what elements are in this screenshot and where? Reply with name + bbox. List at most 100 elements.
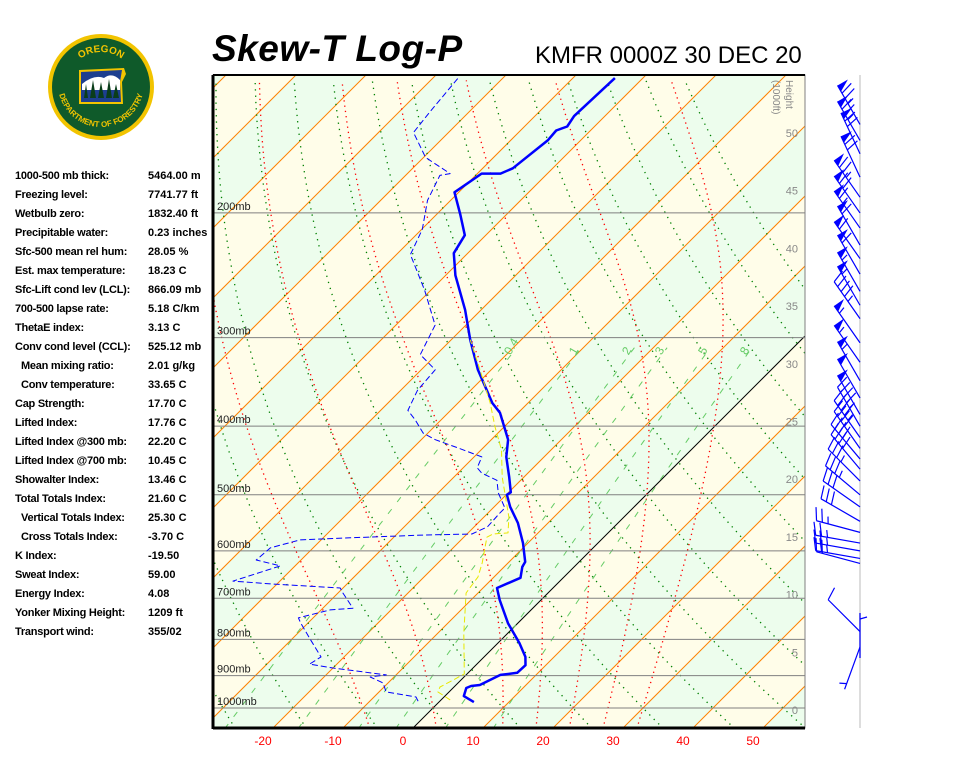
wind-barb-staff: [827, 448, 861, 482]
stat-row: 700-500 lapse rate: 5.18 C/km: [15, 302, 211, 321]
wind-barb-pennant: [837, 246, 848, 259]
wind-barb-staff: [836, 386, 861, 427]
wind-barb-staff: [833, 411, 861, 449]
stat-label: Conv temperature:: [21, 379, 115, 391]
wind-barb-pennant: [834, 318, 844, 332]
wind-barb: [833, 270, 861, 319]
temperature-tick-label: -10: [324, 734, 342, 748]
stat-value: 4.08: [148, 588, 170, 600]
wind-barb-feather: [842, 436, 851, 449]
stat-row: Conv cond level (CCL): 525.12 mb: [15, 340, 211, 359]
stat-row: Energy Index: 4.08: [15, 587, 211, 606]
wind-barb-feather: [829, 456, 836, 470]
isotherm: [622, 545, 805, 728]
stat-row: Sfc-Lift cond lev (LCL): 866.09 mb: [15, 283, 211, 302]
temperature-tick-label: -20: [254, 734, 272, 748]
height-tick-label: 25: [786, 417, 798, 429]
wind-barb-staff: [833, 190, 861, 229]
wind-barb-feather: [841, 232, 852, 244]
wind-barb-feather: [844, 285, 854, 297]
wind-barb-staff: [836, 375, 861, 415]
zero-isotherm: [412, 335, 805, 728]
height-tick-label: 0: [792, 705, 798, 717]
wind-barb-feather: [833, 270, 844, 283]
wind-barb-feather: [825, 488, 830, 502]
pressure-label: 300mb: [217, 326, 251, 338]
pressure-label: 700mb: [217, 586, 251, 598]
stat-value: 7741.77 ft: [148, 189, 199, 201]
wind-barb-pennant: [837, 79, 848, 92]
wind-barb-feather: [838, 217, 849, 230]
wind-barb-staff: [833, 221, 861, 259]
stat-value: 5464.00 m: [148, 170, 201, 182]
wind-barb-half-feather: [838, 307, 845, 314]
moist-adiabat: [396, 80, 544, 728]
height-tick-label: 10: [786, 590, 798, 602]
wind-barb: [822, 467, 861, 508]
isotherm: [552, 475, 805, 728]
wind-barb-feather: [827, 436, 836, 450]
height-tick-label: 5: [792, 647, 798, 659]
wind-barb-feather: [813, 537, 817, 551]
wind-barb-feather: [837, 394, 847, 406]
isotherm: [213, 75, 366, 229]
height-tick-label: 15: [786, 532, 798, 544]
wind-barb-staff: [833, 325, 861, 363]
wind-barb-feather: [846, 140, 858, 151]
wind-barb: [833, 400, 861, 449]
wind-barb-staff: [833, 159, 861, 198]
wind-barb-staff: [830, 434, 861, 470]
stat-row: Sfc-500 mean rel hum: 28.05 %: [15, 245, 211, 264]
wind-barb-half-feather: [847, 295, 854, 302]
wind-barb-half-feather: [847, 113, 854, 121]
stat-label: Sfc-500 mean rel hum:: [15, 246, 128, 258]
height-tick-label: 50: [786, 128, 798, 140]
wind-barb-staff: [820, 498, 861, 522]
wind-barb: [815, 507, 861, 533]
wind-barb-pennant: [837, 229, 848, 242]
stat-row: Lifted Index @300 mb: 22.20 C: [15, 435, 211, 454]
oregon-department-of-forestry-logo: OREGON DEPARTMENT OF FORESTRY: [48, 34, 154, 140]
mixing-ratio-line: [297, 347, 582, 728]
stat-label: ThetaE index:: [15, 322, 84, 334]
stat-row: Yonker Mixing Height: 1209 ft: [15, 606, 211, 625]
wind-barb: [830, 422, 861, 470]
stat-value: 28.05 %: [148, 246, 189, 258]
wind-barb-pennant: [837, 335, 848, 348]
stat-value: 1209 ft: [148, 607, 183, 619]
stat-value: -19.50: [148, 550, 180, 562]
wind-barb-feather: [813, 529, 817, 544]
wind-barb-feather: [833, 389, 844, 401]
wind-barb: [859, 613, 868, 659]
wind-barb: [820, 485, 861, 522]
pressure-label: 400mb: [217, 414, 251, 426]
stat-label: Showalter Index:: [15, 474, 100, 486]
height-tick-label: 35: [786, 301, 798, 313]
wind-barb-feather: [844, 415, 854, 427]
stat-row: Cross Totals Index: -3.70 C: [15, 530, 211, 549]
stat-value: 866.09 mb: [148, 284, 202, 296]
stat-label: Est. max temperature:: [15, 265, 126, 277]
svg-text:OREGON: OREGON: [76, 44, 126, 61]
wetbulb-profile: [437, 339, 510, 701]
stat-row: Lifted Index @700 mb: 10.45 C: [15, 454, 211, 473]
stat-label: Sfc-Lift cond lev (LCL):: [15, 284, 130, 296]
dewpoint-profile: [232, 77, 506, 702]
stat-value: 17.70 C: [148, 398, 187, 410]
stat-value: 0.23 inches: [148, 227, 208, 239]
wind-barb-half-feather: [842, 197, 848, 204]
wind-barb-feather: [837, 376, 848, 388]
wind-barb: [813, 537, 861, 560]
wind-barb-feather: [830, 422, 839, 435]
stat-value: 18.23 C: [148, 265, 187, 277]
height-tick-label: 30: [786, 359, 798, 371]
pressure-label: 1000mb: [217, 696, 257, 708]
wind-barb: [827, 587, 861, 632]
wind-barb-half-feather: [845, 171, 852, 178]
stat-label: Mean mixing ratio:: [21, 360, 114, 372]
wind-barb-feather: [838, 156, 849, 169]
stat-row: Cap Strength: 17.70 C: [15, 397, 211, 416]
stat-label: 1000-500 mb thick:: [15, 170, 109, 182]
wind-barb-half-feather: [841, 268, 848, 275]
isotherm: [213, 75, 646, 509]
